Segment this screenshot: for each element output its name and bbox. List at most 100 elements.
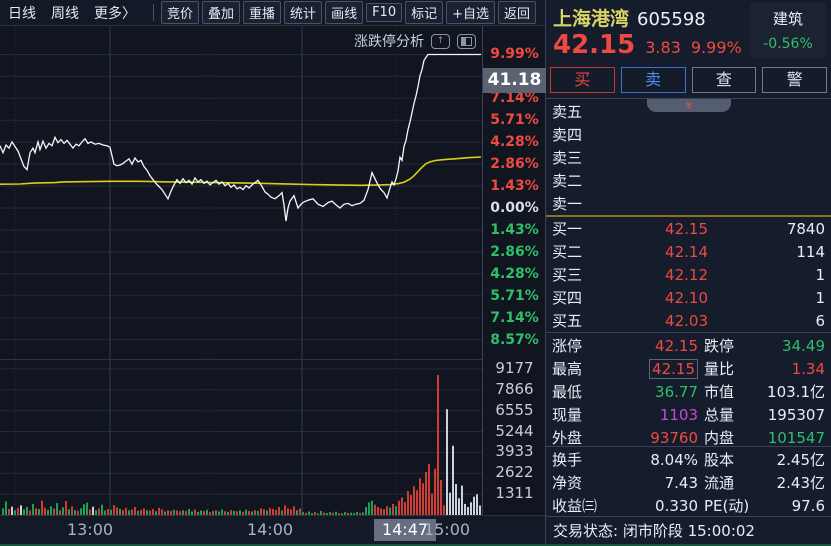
pct-axis-label-12: 7.14% xyxy=(490,310,539,326)
stat-value-2: 34.49 xyxy=(782,336,825,355)
toolbar-button-6[interactable]: 标记 xyxy=(405,1,444,24)
stat-value-2: 103.1亿 xyxy=(767,383,825,401)
fundamentals-block: 换手 8.04% 股本 2.45亿 净资 7.43 流通 2.43亿 收益㈢ 0.330 PE(动)… xyxy=(546,448,831,517)
trading-status: 交易状态: 闭市阶段 15:00:02 xyxy=(553,522,755,540)
split-view-icon[interactable] xyxy=(457,33,476,49)
chart-overlay: 涨跌停分析 ↑ xyxy=(354,31,476,51)
stat-row-3: 最低 36.77 市值 103.1亿 xyxy=(546,380,831,403)
divider xyxy=(546,516,831,517)
stat-value-1: 42.15 xyxy=(602,358,698,379)
volume-axis-label-4: 3933 xyxy=(495,442,534,460)
stat-value-1: 93760 xyxy=(650,428,698,447)
bid-row-5[interactable]: 买五 42.03 6 xyxy=(546,309,831,332)
toolbar-item-1[interactable]: 周线 xyxy=(51,5,79,22)
stat-label-2: 跌停 xyxy=(704,337,735,355)
cursor-price-tooltip: 41.18 xyxy=(483,68,546,93)
stat-label-2: 市值 xyxy=(704,383,735,401)
volume-chart[interactable] xyxy=(0,359,482,515)
bid-row-2[interactable]: 买二 42.14 114 xyxy=(546,240,831,263)
bid-volume: 1 xyxy=(815,265,825,284)
industry-block[interactable]: 建筑 -0.56% xyxy=(750,3,826,58)
toolbar-button-4[interactable]: 画线 xyxy=(325,1,364,24)
toolbar-button-8[interactable]: 返回 xyxy=(498,1,537,24)
pct-axis-label-10: 4.28% xyxy=(490,266,539,282)
industry-name: 建筑 xyxy=(772,10,803,28)
stat-value-2: 1.34 xyxy=(791,359,825,378)
stat-value-1: 36.77 xyxy=(655,382,698,401)
pct-axis-label-3: 5.71% xyxy=(490,112,539,128)
bid-price: 42.10 xyxy=(665,288,708,307)
toolbar: 日线 周线 更多〉 竞价 叠加 重播 统计 画线 F10 标记 +自选 返回 xyxy=(0,0,545,26)
stat-row-2: 最高 42.15 量比 1.34 xyxy=(546,357,831,380)
stat-value-1: 1103 xyxy=(659,405,698,424)
stat-label-1: 现量 xyxy=(552,406,583,424)
pct-axis-label-9: 2.86% xyxy=(490,244,539,260)
time-axis: 13:00 14:00 14:47 15:00 xyxy=(0,515,545,546)
stat-boxed-value: 42.15 xyxy=(649,358,698,379)
bid-price: 42.12 xyxy=(665,265,708,284)
time-label-14-47: 14:47 xyxy=(374,519,436,541)
fund-label-1: 净资 xyxy=(552,474,583,492)
limit-analysis-label[interactable]: 涨跌停分析 xyxy=(354,34,424,50)
ask-row-1[interactable]: 卖五 xyxy=(546,100,831,123)
bid-row-3[interactable]: 买三 42.12 1 xyxy=(546,263,831,286)
toolbar-item-2[interactable]: 更多〉 xyxy=(94,5,136,22)
stat-value-2: 101547 xyxy=(767,428,825,447)
time-label-14-00: 14:00 xyxy=(246,520,294,539)
bid-label: 买四 xyxy=(552,289,583,307)
toolbar-button-5[interactable]: F10 xyxy=(366,3,403,22)
action-button-0[interactable]: 买 xyxy=(550,67,615,93)
stock-title: 上海港湾 605598 xyxy=(553,4,706,31)
stat-label-1: 外盘 xyxy=(552,429,583,447)
toolbar-button-1[interactable]: 叠加 xyxy=(202,1,241,24)
toolbar-item-0[interactable]: 日线 xyxy=(8,5,36,22)
bid-price: 42.15 xyxy=(665,219,708,238)
bid-price: 42.14 xyxy=(665,242,708,261)
bid-row-1[interactable]: 买一 42.15 7840 xyxy=(546,217,831,240)
stat-label-2: 量比 xyxy=(704,360,735,378)
double-chevron-down-icon: » xyxy=(681,101,696,110)
last-price: 42.15 xyxy=(553,30,636,60)
fund-label-1: 换手 xyxy=(552,451,583,469)
stat-label-2: 总量 xyxy=(704,406,735,424)
bid-label: 买一 xyxy=(552,220,583,238)
ask-row-4[interactable]: 卖二 xyxy=(546,169,831,192)
action-button-3[interactable]: 警 xyxy=(762,67,827,93)
action-button-2[interactable]: 查 xyxy=(691,67,757,93)
toolbar-button-2[interactable]: 重播 xyxy=(243,1,282,24)
bid-row-4[interactable]: 买四 42.10 1 xyxy=(546,286,831,309)
fund-value-1: 8.04% xyxy=(650,450,698,469)
pct-axis-label-11: 5.71% xyxy=(490,288,539,304)
bid-volume: 114 xyxy=(796,242,825,261)
toolbar-button-3[interactable]: 统计 xyxy=(284,1,323,24)
stat-row-5: 外盘 93760 内盘 101547 xyxy=(546,426,831,449)
ask-row-5[interactable]: 卖一 xyxy=(546,192,831,215)
fund-row-1: 换手 8.04% 股本 2.45亿 xyxy=(546,448,831,471)
action-button-1[interactable]: 卖 xyxy=(620,67,686,93)
toolbar-button-7[interactable]: +自选 xyxy=(446,1,496,24)
ask-row-3[interactable]: 卖三 xyxy=(546,146,831,169)
stat-label-1: 涨停 xyxy=(552,337,583,355)
pct-axis-label-7: 0.00% xyxy=(490,200,539,216)
pop-out-icon[interactable]: ↑ xyxy=(431,33,450,49)
stat-row-1: 涨停 42.15 跌停 34.49 xyxy=(546,334,831,357)
stock-name[interactable]: 上海港湾 xyxy=(553,8,630,30)
industry-change: -0.56% xyxy=(763,36,813,52)
ask-book: 卖五 卖四 卖三 卖二 卖一 xyxy=(546,100,831,215)
intraday-chart[interactable]: 涨跌停分析 ↑ xyxy=(0,26,482,515)
fund-row-3: 收益㈢ 0.330 PE(动) 97.6 xyxy=(546,494,831,517)
pct-axis-label-5: 2.86% xyxy=(490,156,539,172)
action-buttons: 买卖查警 xyxy=(550,67,827,93)
bid-book: 买一 42.15 7840 买二 42.14 114 买三 42.12 1 买四 42.10 1 买五 4… xyxy=(546,217,831,332)
toolbar-button-0[interactable]: 竞价 xyxy=(161,1,200,24)
ask-row-2[interactable]: 卖四 xyxy=(546,123,831,146)
book-divider xyxy=(546,215,831,217)
price-chart[interactable] xyxy=(0,26,482,359)
collapse-book-tab[interactable]: » xyxy=(646,99,731,112)
split-view-glyph xyxy=(461,36,472,46)
fund-row-2: 净资 7.43 流通 2.43亿 xyxy=(546,471,831,494)
volume-axis-label-3: 5244 xyxy=(495,422,534,440)
volume-axis-label-6: 1311 xyxy=(495,484,534,502)
divider xyxy=(546,98,831,99)
